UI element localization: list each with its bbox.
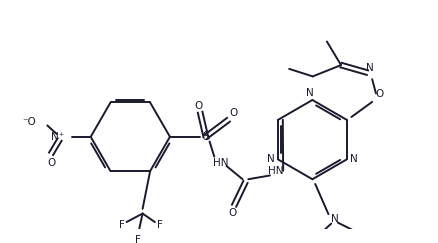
Text: F: F	[157, 220, 162, 230]
Text: N: N	[367, 63, 374, 73]
Text: O: O	[47, 158, 55, 168]
Text: HN: HN	[213, 158, 229, 168]
Text: O: O	[229, 108, 237, 118]
Text: F: F	[135, 235, 141, 243]
Text: N: N	[306, 88, 314, 98]
Text: F: F	[119, 220, 125, 230]
Text: N⁺: N⁺	[51, 132, 64, 142]
Text: N: N	[267, 155, 275, 165]
Text: O: O	[194, 101, 202, 111]
Text: ⁻O: ⁻O	[22, 117, 36, 127]
Text: S: S	[202, 130, 209, 143]
Text: N: N	[350, 155, 358, 165]
Text: O: O	[376, 89, 384, 99]
Text: N: N	[331, 214, 339, 224]
Text: O: O	[228, 208, 237, 218]
Text: HN: HN	[268, 166, 283, 176]
